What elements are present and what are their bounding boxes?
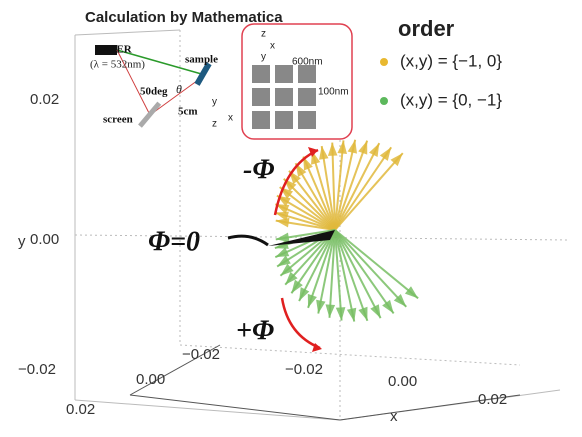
inset-axis: z [261, 29, 266, 40]
inset-axis: y [261, 52, 266, 63]
vector-head [379, 147, 392, 161]
x-tick-label: 0.00 [388, 373, 417, 390]
inset [95, 23, 353, 140]
vector [317, 229, 336, 314]
vector-head [382, 299, 394, 314]
vector [334, 142, 381, 231]
phi0-pointer [227, 234, 269, 247]
rotation-arrow [280, 297, 321, 350]
vector-head [316, 299, 326, 314]
legend-item: (x,y) = {−1, 0} [400, 51, 502, 70]
vector [334, 229, 419, 300]
vector-head [275, 247, 290, 258]
vector-head [277, 255, 291, 267]
z-tick-label: 0.00 [136, 371, 165, 388]
inset-axis: x [228, 113, 233, 124]
vector-head [280, 263, 294, 276]
vector [298, 229, 336, 302]
vector-head [346, 307, 357, 322]
axis-label: x [390, 408, 398, 425]
vector-head [393, 293, 407, 307]
title: Calculation by Mathematica [85, 9, 283, 26]
vector-head [291, 279, 303, 294]
vector-head [327, 142, 338, 156]
vector-head [303, 156, 313, 171]
inset-axis: y [212, 97, 217, 108]
vector-head [335, 307, 346, 321]
vector-head [369, 143, 380, 158]
rotation-arrow-head [308, 147, 318, 157]
phi0-arrow [268, 230, 335, 246]
vector-head [275, 217, 290, 228]
vector-head [295, 163, 307, 178]
vector-head [358, 306, 368, 321]
vector-head [358, 140, 368, 155]
vector-head [370, 304, 381, 319]
vector [334, 146, 393, 231]
z-tick-label: 0.02 [66, 401, 95, 418]
vector-head [307, 293, 317, 308]
y-tick-label: −0.02 [18, 361, 56, 378]
x-tick-label: −0.02 [285, 361, 323, 378]
z-tick-label: −0.02 [182, 346, 220, 363]
vector-head [404, 286, 419, 299]
y-tick-label: 0.00 [30, 231, 59, 248]
inset-axis: z [212, 119, 217, 130]
inset-label: (λ = 532nm) [90, 59, 145, 71]
inset-axis: x [270, 41, 275, 52]
inset-label: sample [185, 54, 218, 66]
inset-label: 100nm [318, 87, 349, 98]
vector-head [325, 304, 336, 318]
annotation: +Φ [236, 315, 274, 346]
inset-label: LASER [95, 44, 133, 56]
vector [334, 152, 404, 231]
inset-label: screen [103, 114, 133, 126]
vector [334, 139, 357, 231]
vector [334, 229, 343, 321]
vector-head [337, 140, 348, 154]
legend-title: order [398, 16, 455, 41]
vector [334, 229, 369, 322]
vector [311, 150, 336, 231]
vector [302, 156, 336, 231]
vector [331, 142, 336, 231]
inset-label: 600nm [292, 57, 323, 68]
rotation-arrow-head [312, 343, 322, 352]
vector [328, 229, 336, 318]
annotation: -Φ [243, 154, 274, 185]
vector [320, 145, 336, 231]
axis-label: y [18, 233, 26, 250]
annotation: Φ=0 [148, 226, 200, 257]
vector [334, 229, 382, 319]
legend-dot [380, 58, 388, 66]
vector-head [347, 139, 357, 154]
vector [334, 229, 395, 315]
plot-box [74, 29, 571, 421]
inset-label: θ [176, 82, 182, 96]
vector-head [285, 271, 298, 285]
vector-head [274, 211, 289, 221]
vector-head [319, 146, 329, 160]
x-tick-label: 0.02 [478, 391, 507, 408]
vector-head [275, 204, 290, 214]
vector-head [275, 232, 290, 243]
vector [334, 229, 407, 308]
vector [334, 140, 369, 231]
vector [334, 229, 356, 322]
legend-item: (x,y) = {0, −1} [400, 90, 502, 109]
inset-label: 5cm [178, 106, 198, 118]
vector [307, 229, 336, 309]
vector-head [390, 153, 403, 167]
y-tick-label: 0.02 [30, 91, 59, 108]
inset-label: 50deg [140, 86, 168, 98]
vector [334, 140, 345, 231]
legend-dot [380, 97, 388, 105]
vector-head [299, 287, 310, 302]
